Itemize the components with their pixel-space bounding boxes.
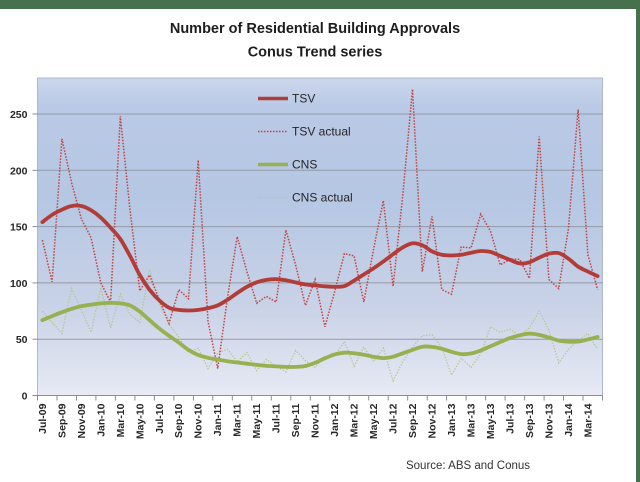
svg-text:0: 0	[22, 391, 28, 403]
svg-text:Mar-13: Mar-13	[466, 403, 478, 437]
svg-text:Mar-14: Mar-14	[582, 403, 594, 437]
svg-text:CNS: CNS	[292, 158, 317, 172]
svg-text:Source: ABS and Conus: Source: ABS and Conus	[406, 460, 530, 472]
svg-text:Conus Trend series: Conus Trend series	[248, 45, 383, 61]
svg-text:200: 200	[10, 165, 28, 177]
svg-text:TSV actual: TSV actual	[292, 125, 351, 139]
svg-text:Mar-11: Mar-11	[232, 403, 244, 436]
svg-text:Jan-13: Jan-13	[446, 403, 458, 436]
svg-text:May-11: May-11	[251, 403, 263, 438]
svg-text:Jan-12: Jan-12	[329, 403, 341, 436]
svg-text:TSV: TSV	[292, 92, 315, 106]
svg-text:Sep-09: Sep-09	[56, 403, 68, 438]
svg-text:100: 100	[10, 278, 28, 290]
svg-text:CNS actual: CNS actual	[292, 191, 353, 205]
svg-text:May-12: May-12	[368, 403, 380, 439]
svg-text:Sep-10: Sep-10	[173, 403, 185, 438]
svg-text:Sep-11: Sep-11	[290, 403, 302, 437]
svg-text:Nov-10: Nov-10	[193, 403, 205, 438]
svg-text:Sep-12: Sep-12	[407, 403, 419, 438]
svg-text:Jul-09: Jul-09	[37, 403, 49, 434]
svg-text:Nov-12: Nov-12	[427, 403, 439, 438]
svg-text:Nov-11: Nov-11	[310, 403, 322, 438]
svg-text:Jan-11: Jan-11	[212, 403, 224, 436]
svg-text:May-10: May-10	[134, 403, 146, 439]
svg-text:250: 250	[10, 109, 28, 121]
svg-text:Nov-09: Nov-09	[76, 403, 88, 438]
svg-text:Sep-13: Sep-13	[524, 403, 536, 438]
svg-text:50: 50	[16, 334, 28, 346]
svg-text:Mar-10: Mar-10	[115, 403, 127, 437]
svg-text:Jan-14: Jan-14	[563, 403, 575, 436]
svg-text:Mar-12: Mar-12	[349, 403, 361, 437]
svg-text:Jul-12: Jul-12	[388, 403, 400, 434]
svg-text:150: 150	[10, 222, 28, 234]
svg-text:Nov-13: Nov-13	[543, 403, 555, 438]
svg-text:Jul-11: Jul-11	[271, 403, 283, 433]
svg-text:Jan-10: Jan-10	[95, 403, 107, 436]
svg-text:May-13: May-13	[485, 403, 497, 439]
svg-text:Number of Residential Building: Number of Residential Building Approvals	[170, 21, 460, 37]
svg-text:Jul-13: Jul-13	[505, 403, 517, 434]
svg-text:Jul-10: Jul-10	[154, 403, 166, 434]
